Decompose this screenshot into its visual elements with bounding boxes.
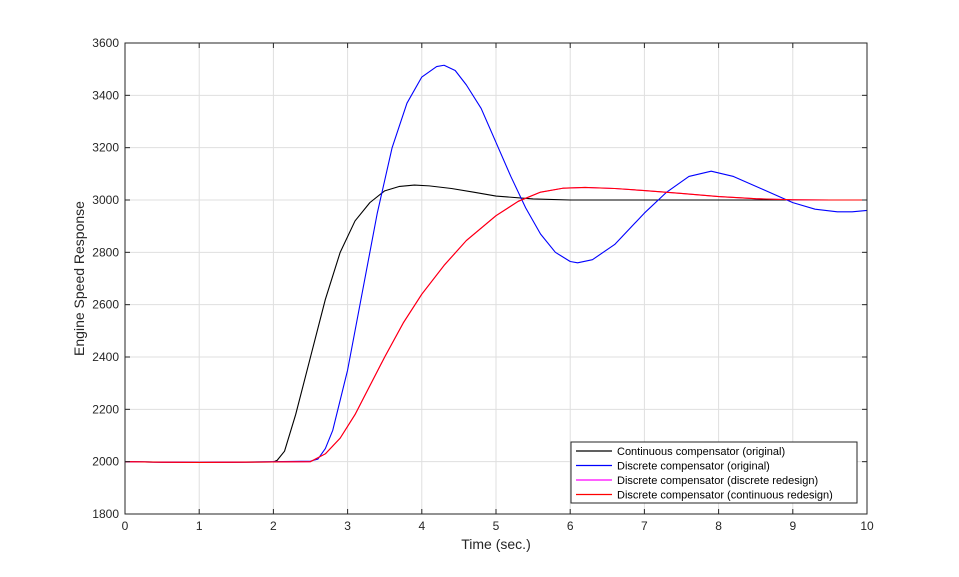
legend-label-3: Discrete compensator (discrete redesign) xyxy=(617,475,818,487)
x-tick-label: 4 xyxy=(418,519,425,533)
series-group xyxy=(125,64,867,463)
series-line-2 xyxy=(125,64,867,463)
x-tick-label: 6 xyxy=(567,519,574,533)
x-tick-label: 9 xyxy=(789,519,796,533)
tick-labels: 0 1 2 3 4 5 6 7 8 9 10 1800 2000 2200 2400 2600 2800 3000… xyxy=(92,36,874,533)
x-tick-label: 8 xyxy=(715,519,722,533)
legend-label-4: Discrete compensator (continuous redesig… xyxy=(617,490,833,502)
x-tick-label: 0 xyxy=(122,519,129,533)
y-tick-label: 3200 xyxy=(92,141,119,155)
y-axis-label: Engine Speed Response xyxy=(71,201,87,356)
series-line-4 xyxy=(125,186,867,463)
y-tick-label: 3000 xyxy=(92,193,119,207)
grid xyxy=(125,43,867,514)
x-tick-label: 3 xyxy=(344,519,351,533)
legend-label-1: Continuous compensator (original) xyxy=(617,446,785,458)
y-tick-label: 2800 xyxy=(92,245,119,259)
y-tick-label: 2200 xyxy=(92,402,119,416)
y-tick-label: 1800 xyxy=(92,507,119,521)
x-axis-label: Time (sec.) xyxy=(461,536,530,552)
y-tick-label: 2600 xyxy=(92,298,119,312)
y-tick-label: 3600 xyxy=(92,36,119,50)
ticks xyxy=(124,42,868,515)
x-tick-label: 10 xyxy=(860,519,874,533)
y-tick-label: 3400 xyxy=(92,88,119,102)
y-tick-label: 2000 xyxy=(92,455,119,469)
legend-label-2: Discrete compensator (original) xyxy=(617,461,770,473)
y-tick-label: 2400 xyxy=(92,350,119,364)
legend-box xyxy=(570,441,858,504)
x-tick-label: 5 xyxy=(493,519,500,533)
x-tick-label: 1 xyxy=(196,519,203,533)
x-tick-label: 2 xyxy=(270,519,277,533)
legend: Continuous compensator (original) Discret… xyxy=(570,441,858,504)
x-tick-label: 7 xyxy=(641,519,648,533)
